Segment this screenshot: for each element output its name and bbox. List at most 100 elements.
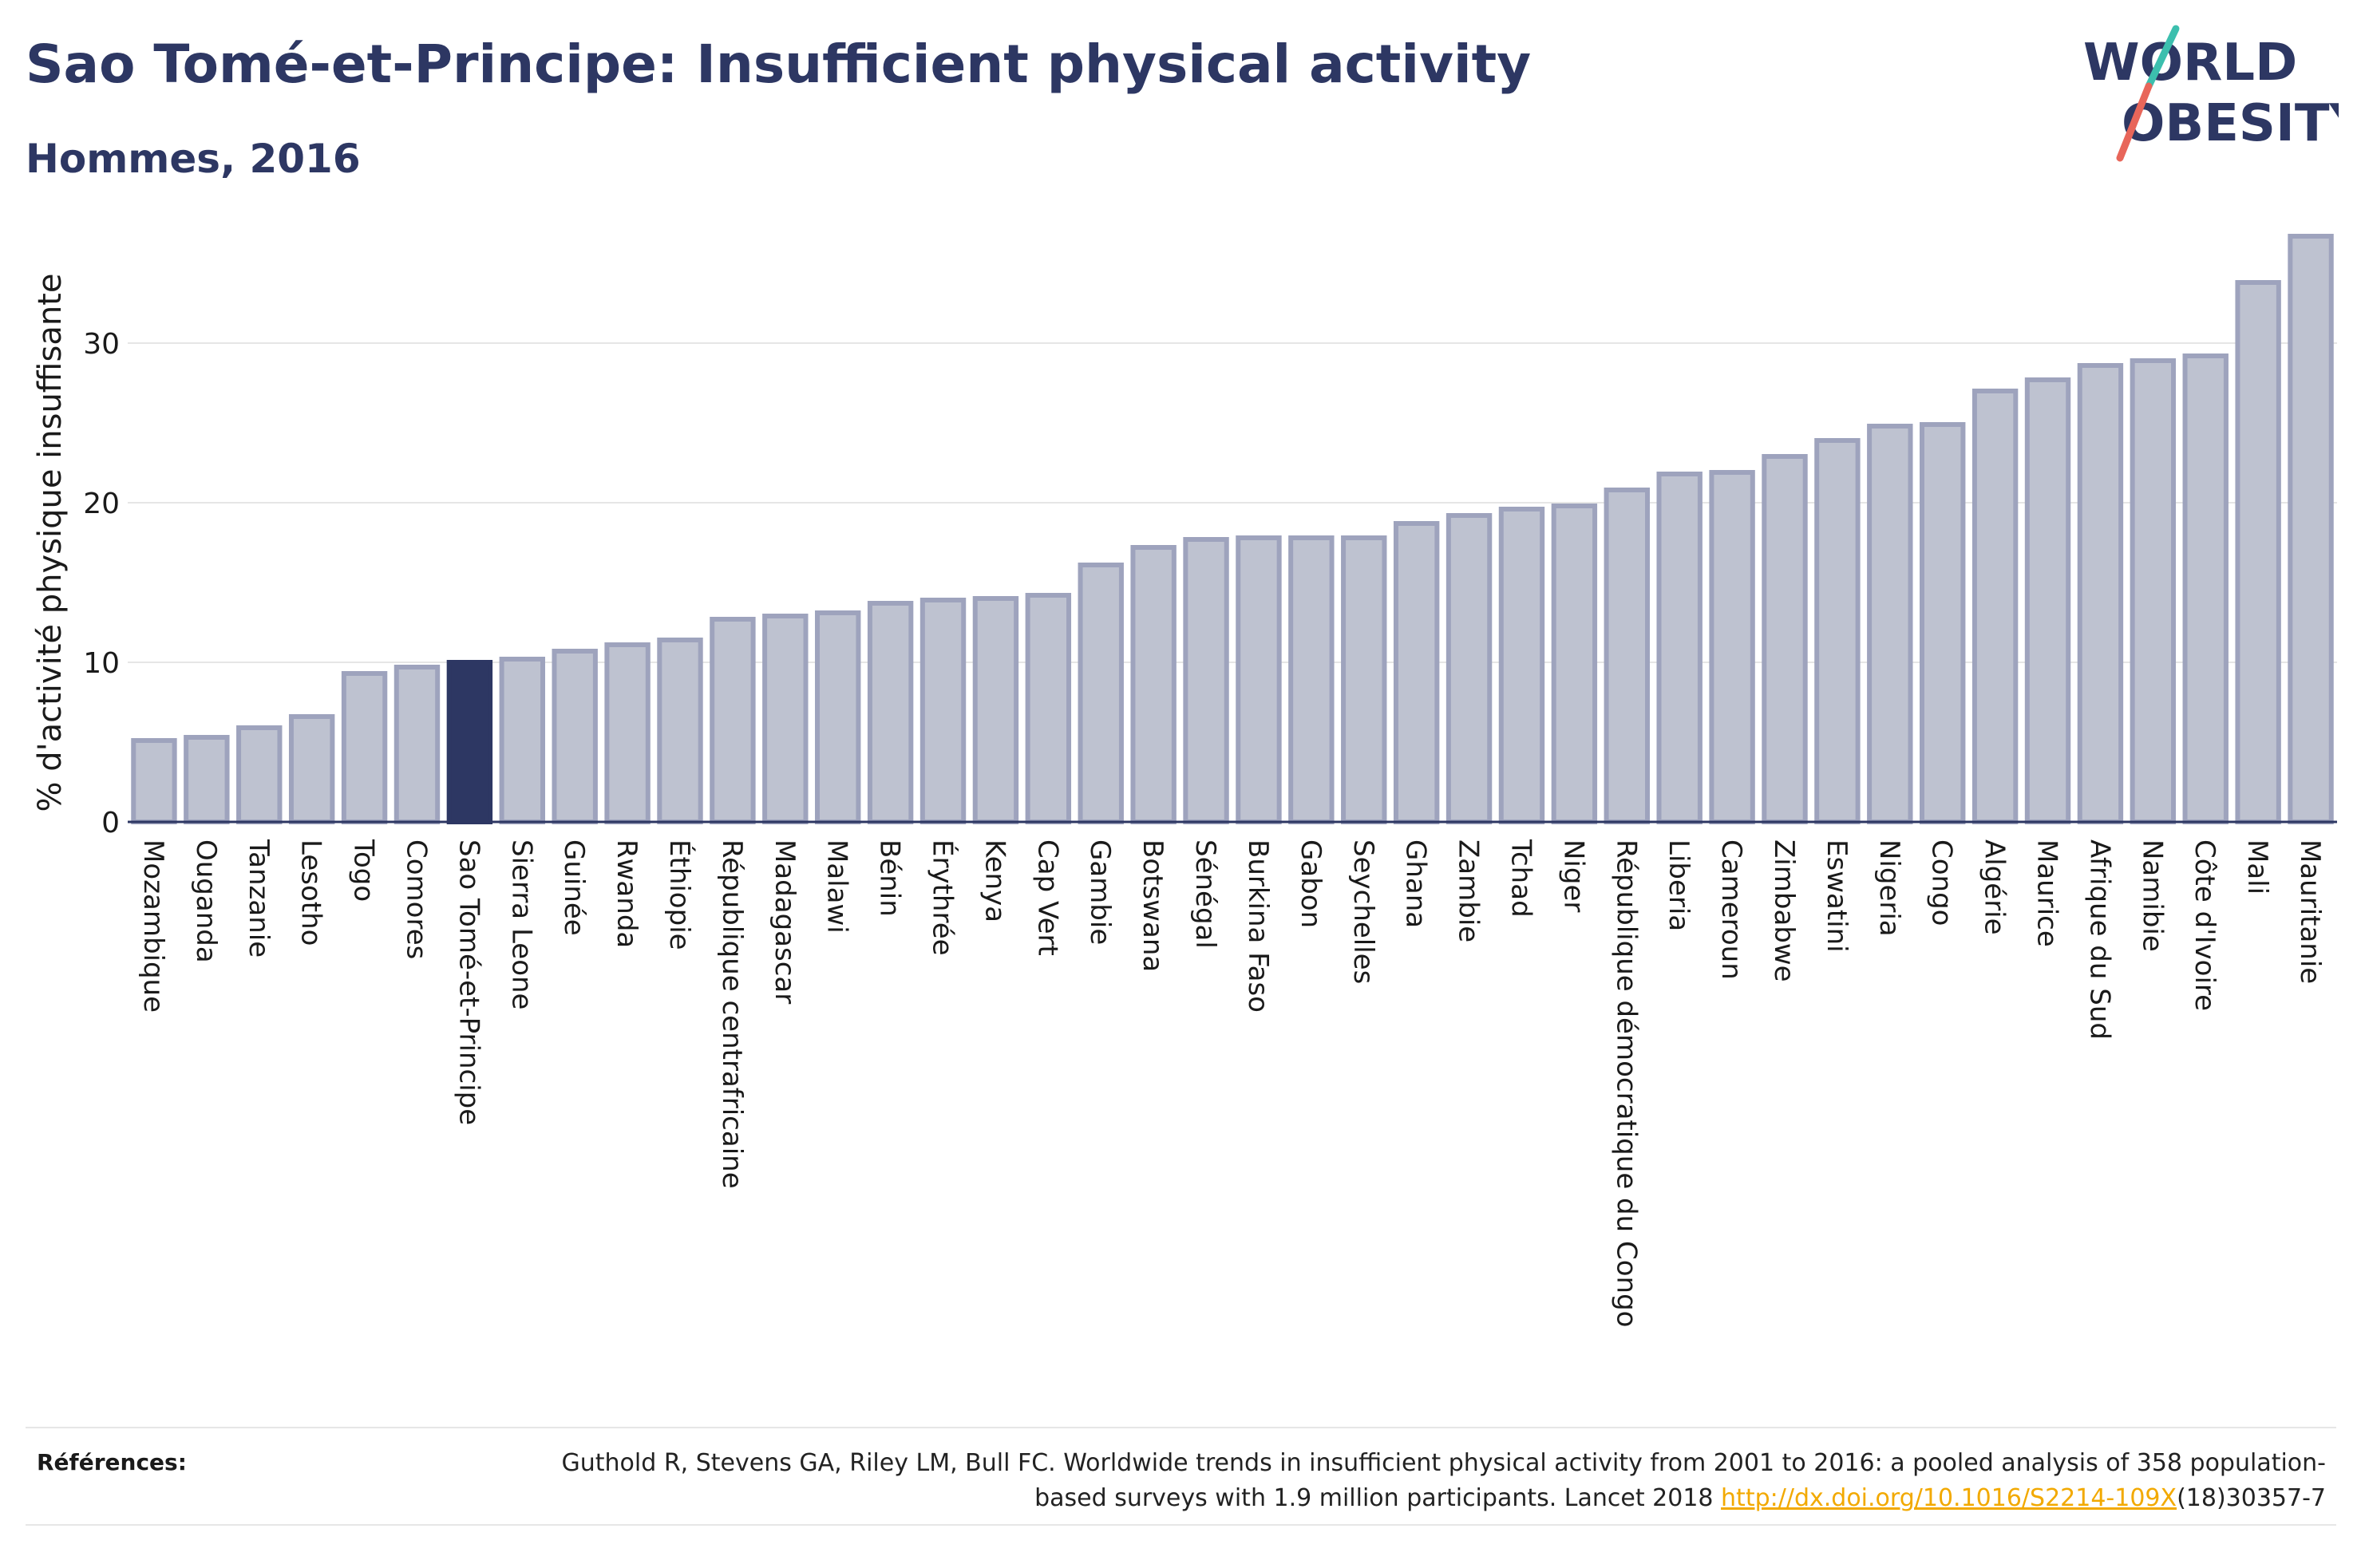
x-tick-label: Mozambique [137, 839, 169, 1013]
x-tick-label: Malawi [821, 839, 853, 934]
y-tick-label: 20 [83, 488, 120, 520]
x-tick-label: Ouganda [190, 839, 222, 963]
chart-title: Sao Tomé-et-Principe: Insufficient physi… [26, 34, 1532, 95]
x-tick-label: Kenya [979, 839, 1010, 922]
references-label: Références: [37, 1449, 187, 1475]
y-tick-label: 0 [101, 807, 120, 839]
bar [1971, 389, 2019, 824]
references-bottom-divider [26, 1524, 2336, 1526]
references-top-divider [26, 1427, 2336, 1428]
x-tick-label: Érythrée [927, 839, 959, 956]
bars [131, 234, 2334, 824]
x-tick-label: Rwanda [611, 839, 643, 948]
x-tick-label: Comores [400, 839, 432, 959]
bar [394, 665, 441, 824]
x-tick-label: Burkina Faso [1242, 839, 1274, 1013]
references-citation: Guthold R, Stevens GA, Riley LM, Bull FC… [561, 1449, 2326, 1512]
bar [657, 638, 703, 824]
x-tick-label: Tchad [1505, 839, 1536, 918]
x-tick-label: Sénégal [1189, 839, 1221, 949]
bar [2024, 377, 2071, 824]
x-tick-label: République démocratique du Congo [1610, 839, 1642, 1327]
x-tick-label: Nigeria [1873, 839, 1905, 937]
bar [499, 657, 545, 824]
bar [1709, 470, 1755, 824]
x-tick-label: Côte d'Ivoire [2189, 839, 2221, 1011]
x-tick-label: Niger [1557, 839, 1589, 912]
bar [1656, 472, 1703, 824]
x-tick-label: Cap Vert [1031, 839, 1063, 956]
y-tick-label: 10 [83, 647, 120, 680]
bar [552, 649, 598, 824]
logo-line2: OBESITY [2122, 94, 2339, 153]
logo-line1: WORLD [2083, 34, 2297, 93]
bar [341, 671, 388, 824]
grid-lines [128, 342, 2337, 663]
bar [236, 725, 283, 824]
y-tick-label: 30 [83, 328, 120, 361]
x-tick-labels: Mozambique Ouganda Tanzanie Lesotho Togo Como… [137, 839, 2326, 1327]
bar [1078, 563, 1124, 824]
x-tick-label: Afrique du Sud [2083, 839, 2115, 1040]
bar [2130, 358, 2177, 824]
bar [815, 610, 861, 824]
x-tick-label: Gambie [1084, 839, 1116, 945]
bar [1183, 537, 1229, 824]
bar [867, 601, 914, 824]
bar [1867, 424, 1913, 824]
x-tick-label: Algérie [1979, 839, 2011, 935]
x-tick-label: Éthiopie [663, 839, 696, 950]
x-tick-label: Sierra Leone [505, 839, 537, 1009]
bar [1445, 513, 1493, 824]
bar [1920, 422, 1966, 824]
x-tick-label: Zimbabwe [1768, 839, 1800, 982]
bar [1025, 593, 1072, 824]
bar [1288, 535, 1335, 824]
x-tick-label: Seychelles [1347, 839, 1379, 984]
bar [288, 714, 335, 824]
chart-subtitle: Hommes, 2016 [26, 136, 361, 182]
bar [2077, 363, 2124, 824]
x-tick-label: Namibie [2136, 839, 2168, 952]
x-tick-label: Mauritanie [2294, 839, 2326, 984]
bar [604, 642, 651, 824]
bar-chart: 0 10 20 30 Mozambique Ouganda Tanzanie Lesotho… [32, 234, 2337, 1327]
x-tick-label: Mali [2241, 839, 2273, 895]
x-tick-label: Madagascar [769, 839, 801, 1004]
bar [710, 617, 756, 824]
x-tick-label: Lesotho [295, 839, 327, 946]
bar [919, 598, 967, 824]
x-tick-label: Congo [1926, 839, 1958, 926]
y-axis-label: % d'activité physique insuffisante [32, 274, 69, 812]
x-tick-label: République centrafricaine [716, 839, 748, 1189]
x-tick-label: Tanzanie [243, 839, 275, 958]
x-tick-label: Cameroun [1715, 839, 1747, 980]
x-tick-label: Togo [348, 839, 380, 902]
y-tick-labels: 0 10 20 30 [83, 328, 120, 839]
bar [1341, 535, 1387, 824]
bar [1393, 521, 1440, 824]
bar [1498, 507, 1545, 824]
references-doi-link[interactable]: http://dx.doi.org/10.1016/S2214-109X [1721, 1484, 2177, 1512]
x-tick-label: Ghana [1400, 839, 1432, 928]
bar [1762, 454, 1808, 824]
x-tick-label: Zambie [1453, 839, 1485, 942]
bar [762, 614, 809, 824]
x-tick-label: Sao Tomé-et-Principe [453, 839, 484, 1125]
bar [2182, 353, 2229, 824]
bar [1130, 545, 1177, 824]
x-tick-label: Eswatini [1821, 839, 1853, 953]
bar [1551, 504, 1598, 824]
bar [2235, 280, 2281, 824]
bar-highlighted [446, 660, 493, 824]
x-tick-label: Bénin [874, 839, 906, 917]
world-obesity-logo: WORLD OBESITY [2083, 25, 2339, 162]
x-tick-label: Liberia [1663, 839, 1695, 931]
references-citation-suffix: (18)30357-7 [2177, 1484, 2326, 1512]
x-tick-label: Guinée [558, 839, 590, 936]
bar [1604, 488, 1650, 824]
x-tick-label: Botswana [1137, 839, 1169, 972]
bar [1236, 535, 1282, 824]
bar [972, 596, 1019, 824]
bar [1814, 438, 1861, 824]
